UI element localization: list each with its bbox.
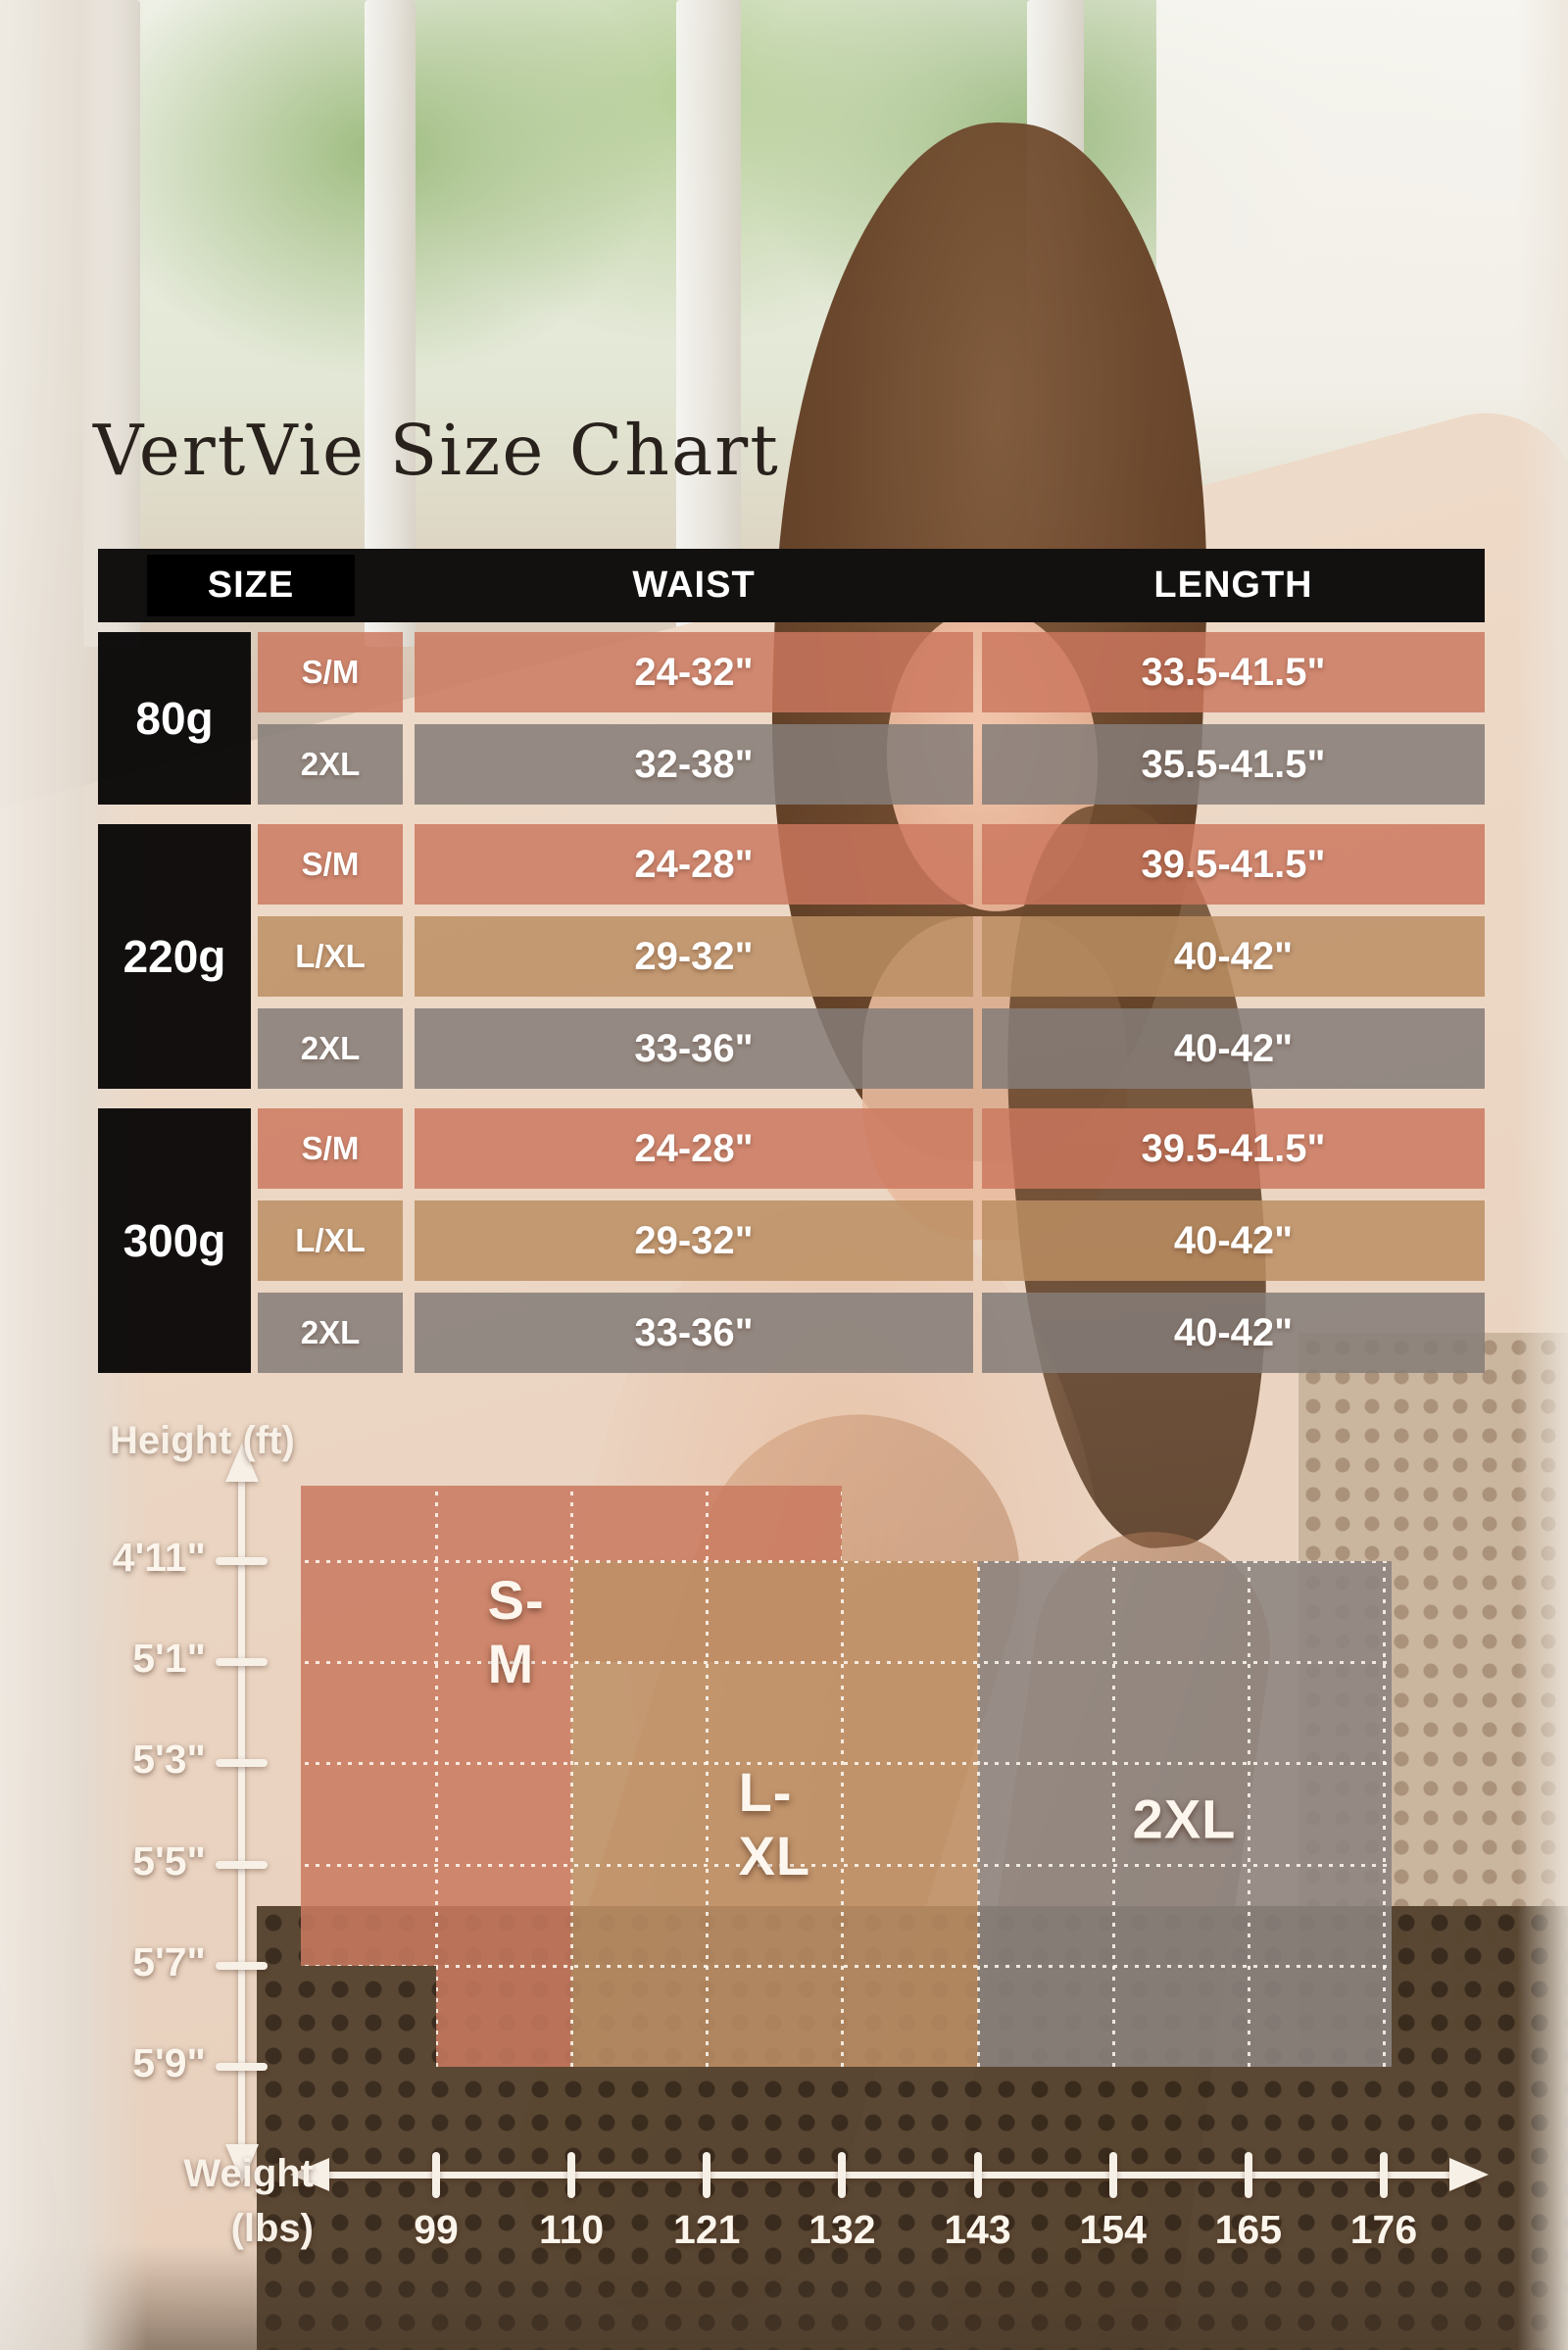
height-tick-label: 5'7" xyxy=(132,1938,206,1984)
column-header-waist: WAIST xyxy=(632,564,756,606)
height-axis-tick xyxy=(216,1860,268,1869)
height-tick-label: 5'9" xyxy=(132,2040,206,2085)
weight-group-cell: 300g xyxy=(98,1108,251,1373)
grid-line-horizontal xyxy=(978,1661,1392,1665)
weight-group-cell: 220g xyxy=(98,824,251,1089)
height-axis-tick xyxy=(216,1759,268,1768)
weight-axis-tick xyxy=(432,2152,440,2198)
height-axis-arrow-up-icon xyxy=(225,1443,259,1482)
weight-axis-title: Weight xyxy=(183,2152,314,2195)
table-cell-waist: 24-28" xyxy=(415,1108,973,1189)
weight-axis-line xyxy=(323,2172,1455,2179)
grid-line-vertical xyxy=(1111,1561,1115,2067)
table-cell-size: L/XL xyxy=(258,1200,403,1281)
page-title: VertVie Size Chart xyxy=(93,410,780,491)
zone-label-L-XL: L-XL xyxy=(738,1761,811,1887)
grid-line-horizontal xyxy=(571,1561,978,1563)
grid-line-horizontal xyxy=(978,1863,1392,1867)
grid-line-horizontal xyxy=(978,1762,1392,1766)
grid-line-vertical xyxy=(1247,1561,1250,2067)
grid-line-horizontal xyxy=(978,1964,1392,1968)
table-cell-size: 2XL xyxy=(258,724,403,805)
grid-line-vertical xyxy=(976,1561,978,2067)
weight-axis-tick xyxy=(838,2152,847,2198)
floor-shadow xyxy=(0,2244,1568,2350)
column-header-size: SIZE xyxy=(207,564,295,606)
weight-axis-tick xyxy=(1108,2152,1117,2198)
height-tick-label: 4'11" xyxy=(112,1535,206,1580)
window-frame-bar xyxy=(365,0,416,647)
weight-tick-label: 165 xyxy=(1214,2207,1283,2252)
table-cell-waist: 32-38" xyxy=(415,724,973,805)
grid-line-horizontal xyxy=(978,1561,1392,1563)
weight-axis-tick xyxy=(1379,2152,1388,2198)
height-tick-label: 5'1" xyxy=(132,1636,206,1682)
weight-group-cell: 80g xyxy=(98,632,251,805)
size-header-box xyxy=(147,555,355,616)
weight-tick-label: 143 xyxy=(944,2207,1011,2252)
table-cell-size: S/M xyxy=(258,824,403,905)
table-cell-length: 33.5-41.5" xyxy=(982,632,1485,712)
height-axis-line xyxy=(238,1478,245,2148)
height-tick-label: 5'5" xyxy=(132,1837,206,1884)
weight-tick-label: 132 xyxy=(808,2207,876,2252)
height-axis-title: Height (ft) xyxy=(110,1419,295,1462)
weight-tick-label: 99 xyxy=(414,2207,459,2252)
table-cell-size: S/M xyxy=(258,632,403,712)
grid-line-vertical xyxy=(978,1561,980,2067)
weight-axis-arrow-left-icon xyxy=(290,2158,329,2191)
table-cell-length: 40-42" xyxy=(982,1008,1485,1089)
height-axis-tick xyxy=(216,2063,268,2071)
table-cell-length: 40-42" xyxy=(982,1200,1485,1281)
table-cell-size: 2XL xyxy=(258,1293,403,1373)
grid-line-vertical xyxy=(1382,1561,1386,2067)
height-axis-arrow-down-icon xyxy=(225,2144,259,2183)
weight-tick-label: 110 xyxy=(539,2207,605,2252)
grid-line-horizontal xyxy=(571,1661,978,1665)
weight-axis-tick xyxy=(567,2152,576,2198)
table-cell-waist: 33-36" xyxy=(415,1008,973,1089)
grid-line-vertical xyxy=(841,1561,845,2067)
weight-tick-label: 121 xyxy=(673,2207,741,2252)
grid-line-vertical xyxy=(706,1561,710,2067)
grid-line-vertical xyxy=(571,1561,574,2067)
grid-line-horizontal xyxy=(571,1964,978,1968)
window-frame-bar xyxy=(676,0,741,647)
table-cell-waist: 33-36" xyxy=(415,1293,973,1373)
height-axis-tick xyxy=(216,1961,268,1970)
height-tick-label: 5'3" xyxy=(132,1737,206,1783)
table-cell-waist: 24-28" xyxy=(415,824,973,905)
curtain xyxy=(1517,0,1568,2350)
table-cell-length: 35.5-41.5" xyxy=(982,724,1485,805)
zone-label-2XL: 2XL xyxy=(1132,1787,1237,1850)
weight-axis-title: (lbs) xyxy=(230,2207,314,2250)
height-axis-tick xyxy=(216,1658,268,1667)
weight-axis-tick xyxy=(1244,2152,1252,2198)
weight-axis-tick xyxy=(703,2152,711,2198)
zone-label-S-M: S-M xyxy=(487,1569,545,1695)
column-header-length: LENGTH xyxy=(1153,564,1313,606)
table-cell-waist: 24-32" xyxy=(415,632,973,712)
weight-axis-tick xyxy=(973,2152,982,2198)
grid-line-horizontal xyxy=(571,1762,978,1766)
weight-axis-arrow-right-icon xyxy=(1449,2158,1489,2191)
table-cell-length: 39.5-41.5" xyxy=(982,824,1485,905)
grid-line-horizontal xyxy=(571,1863,978,1867)
weight-tick-label: 176 xyxy=(1349,2207,1418,2252)
table-cell-length: 40-42" xyxy=(982,1293,1485,1373)
table-cell-size: L/XL xyxy=(258,916,403,997)
weight-tick-label: 154 xyxy=(1079,2207,1147,2252)
table-cell-length: 39.5-41.5" xyxy=(982,1108,1485,1189)
table-cell-size: S/M xyxy=(258,1108,403,1189)
grid-line-vertical xyxy=(435,1486,438,2067)
table-cell-waist: 29-32" xyxy=(415,916,973,997)
table-cell-size: 2XL xyxy=(258,1008,403,1089)
table-cell-length: 40-42" xyxy=(982,916,1485,997)
height-axis-tick xyxy=(216,1557,268,1565)
table-cell-waist: 29-32" xyxy=(415,1200,973,1281)
